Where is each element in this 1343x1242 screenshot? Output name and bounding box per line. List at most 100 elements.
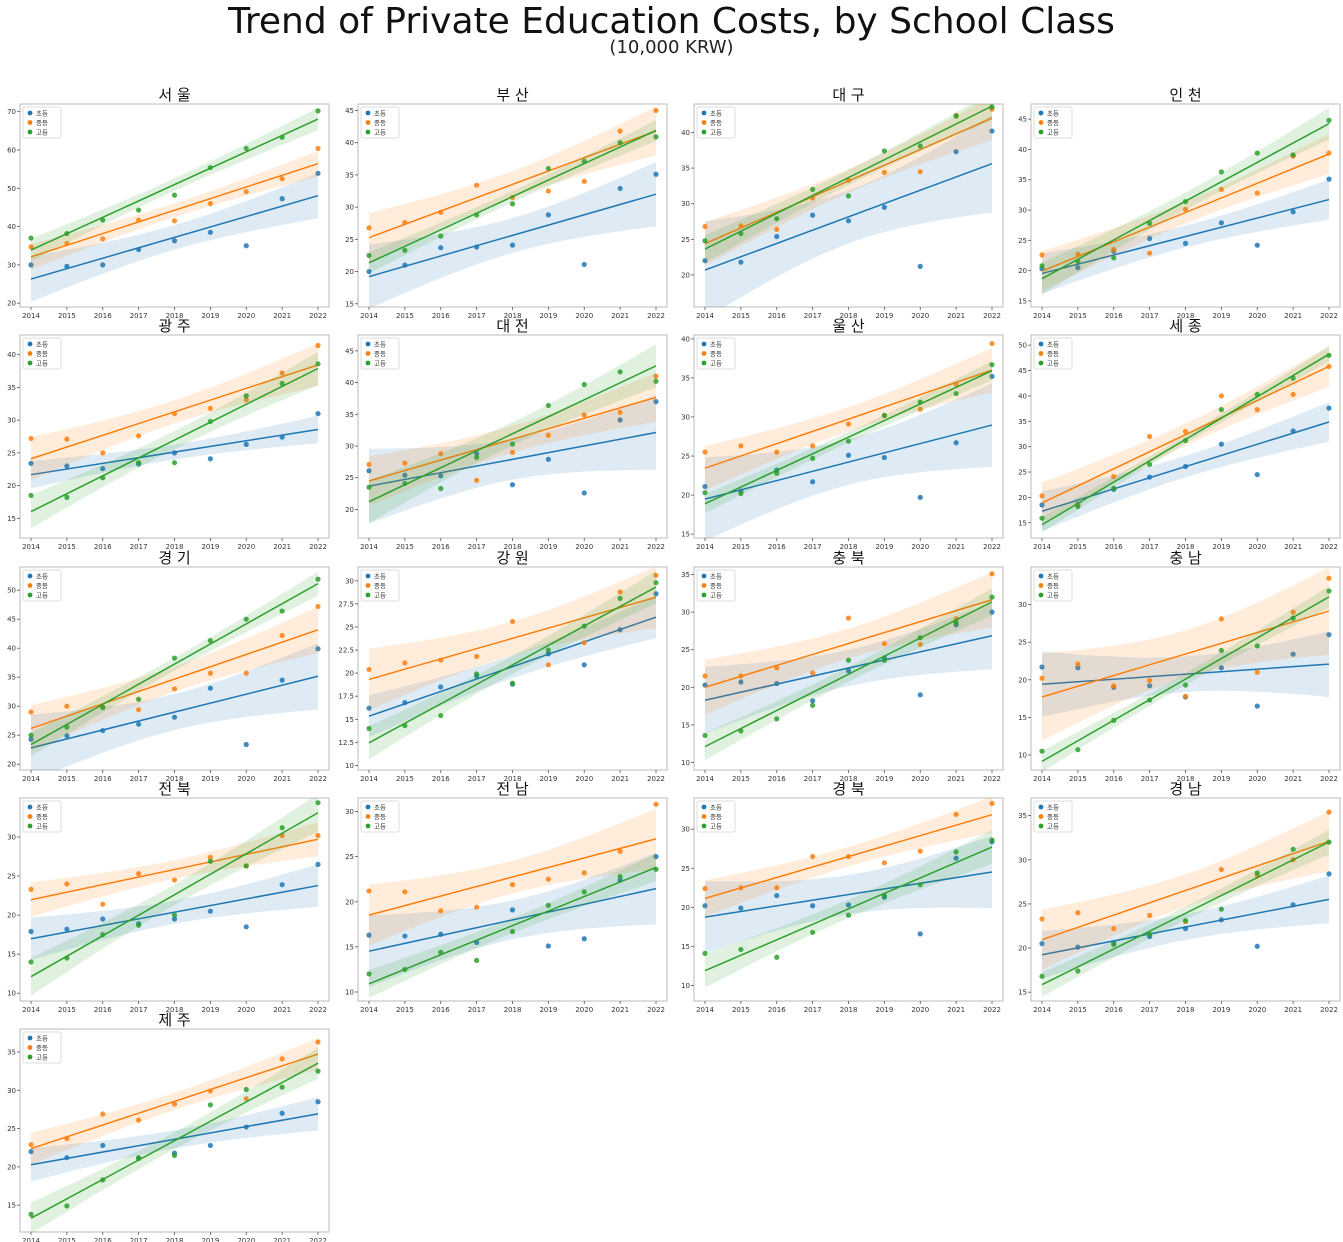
x-tick-label: 2015 (58, 775, 76, 783)
legend-box (22, 1031, 62, 1064)
x-tick-label: 2016 (94, 1237, 112, 1242)
y-tick-label: 40 (1018, 392, 1027, 400)
x-tick-label: 2018 (1177, 1006, 1195, 1014)
data-point (64, 955, 70, 961)
y-tick-label: 15 (681, 721, 690, 729)
data-point (1290, 428, 1296, 434)
data-point (702, 903, 708, 909)
subplot-title: 제 주 (158, 1011, 190, 1029)
data-point (1182, 428, 1189, 435)
legend-marker (27, 804, 33, 810)
x-tick-label: 2019 (875, 312, 893, 320)
y-tick-label: 15 (345, 716, 354, 724)
data-point (545, 165, 551, 172)
data-point (28, 460, 34, 466)
x-tick-label: 2015 (396, 543, 414, 551)
data-point (774, 226, 780, 232)
subplot-1: 부 산 15 20 25 30 35 40 45 2014 2015 2016 2017 2018 201… (345, 86, 668, 320)
y-tick-label: 45 (345, 347, 354, 355)
data-point (64, 263, 70, 269)
x-tick-label: 2017 (804, 1006, 822, 1014)
y-tick-label: 25 (681, 453, 690, 461)
legend-marker (27, 1035, 33, 1041)
legend-label: 초등 (1047, 573, 1059, 581)
data-point (810, 455, 816, 461)
legend-marker (365, 120, 371, 125)
legend-marker (701, 351, 707, 356)
x-tick-label: 2017 (1141, 543, 1159, 551)
x-tick-label: 2020 (1248, 775, 1266, 783)
subplot-2: 대 구 20 25 30 35 40 2014 2015 2016 2017 2018 2019 202… (681, 86, 1004, 320)
data-point (315, 145, 321, 152)
y-tick-label: 15 (1018, 519, 1027, 527)
y-tick-label: 15 (345, 300, 354, 308)
data-point (64, 494, 70, 500)
data-point (702, 258, 708, 264)
legend-marker (701, 573, 707, 579)
x-tick-label: 2019 (1212, 543, 1230, 551)
data-point (100, 704, 106, 710)
legend-label: 초등 (374, 341, 386, 349)
data-point (438, 209, 444, 215)
x-tick-label: 2018 (840, 312, 858, 320)
legend-marker (365, 823, 371, 829)
data-point (845, 438, 852, 444)
data-point (953, 811, 959, 817)
data-point (28, 709, 34, 715)
data-point (1075, 910, 1081, 916)
data-point (989, 340, 995, 347)
data-point (315, 170, 321, 176)
y-tick-label: 40 (1018, 146, 1027, 154)
data-point (881, 412, 887, 419)
data-point (1039, 675, 1045, 681)
y-tick-label: 25 (345, 474, 354, 482)
y-tick-label: 10 (345, 988, 354, 996)
data-point (279, 677, 285, 683)
data-point (279, 176, 285, 182)
x-tick-label: 2014 (360, 543, 378, 551)
y-tick-label: 15 (345, 943, 354, 951)
data-point (845, 912, 852, 918)
x-tick-label: 2021 (1284, 543, 1302, 551)
data-point (810, 903, 816, 909)
x-tick-label: 2019 (1212, 312, 1230, 320)
x-tick-label: 2018 (504, 775, 522, 783)
y-tick-label: 45 (7, 616, 16, 624)
y-tick-label: 20 (1018, 267, 1027, 275)
x-tick-label: 2021 (273, 312, 291, 320)
data-point (438, 931, 444, 937)
x-tick-label: 2017 (804, 543, 822, 551)
data-point (953, 390, 959, 397)
x-tick-label: 2020 (575, 775, 593, 783)
y-tick-label: 20 (681, 684, 690, 692)
data-point (917, 399, 923, 405)
x-tick-label: 2022 (1320, 543, 1338, 551)
data-point (1147, 433, 1153, 440)
data-point (738, 905, 744, 911)
data-point (1218, 665, 1224, 671)
data-point (617, 185, 623, 192)
regression-line (368, 616, 657, 717)
y-tick-label: 35 (345, 411, 354, 419)
legend-label: 고등 (36, 1054, 48, 1062)
data-point (64, 230, 70, 237)
data-point (474, 477, 480, 483)
data-point (653, 591, 659, 597)
data-point (315, 576, 321, 582)
x-tick-label: 2021 (273, 1237, 291, 1242)
x-tick-label: 2017 (130, 1237, 148, 1242)
legend-marker (701, 341, 707, 347)
x-tick-label: 2014 (1033, 1006, 1051, 1014)
data-point (279, 380, 285, 387)
data-point (243, 863, 249, 869)
data-point (402, 966, 408, 973)
y-tick-label: 35 (681, 374, 690, 382)
legend-marker (27, 360, 33, 366)
x-tick-label: 2015 (396, 312, 414, 320)
data-point (1254, 190, 1260, 196)
legend-label: 초등 (710, 804, 722, 812)
data-point (402, 700, 408, 706)
data-point (881, 204, 887, 210)
x-tick-label: 2016 (768, 543, 786, 551)
